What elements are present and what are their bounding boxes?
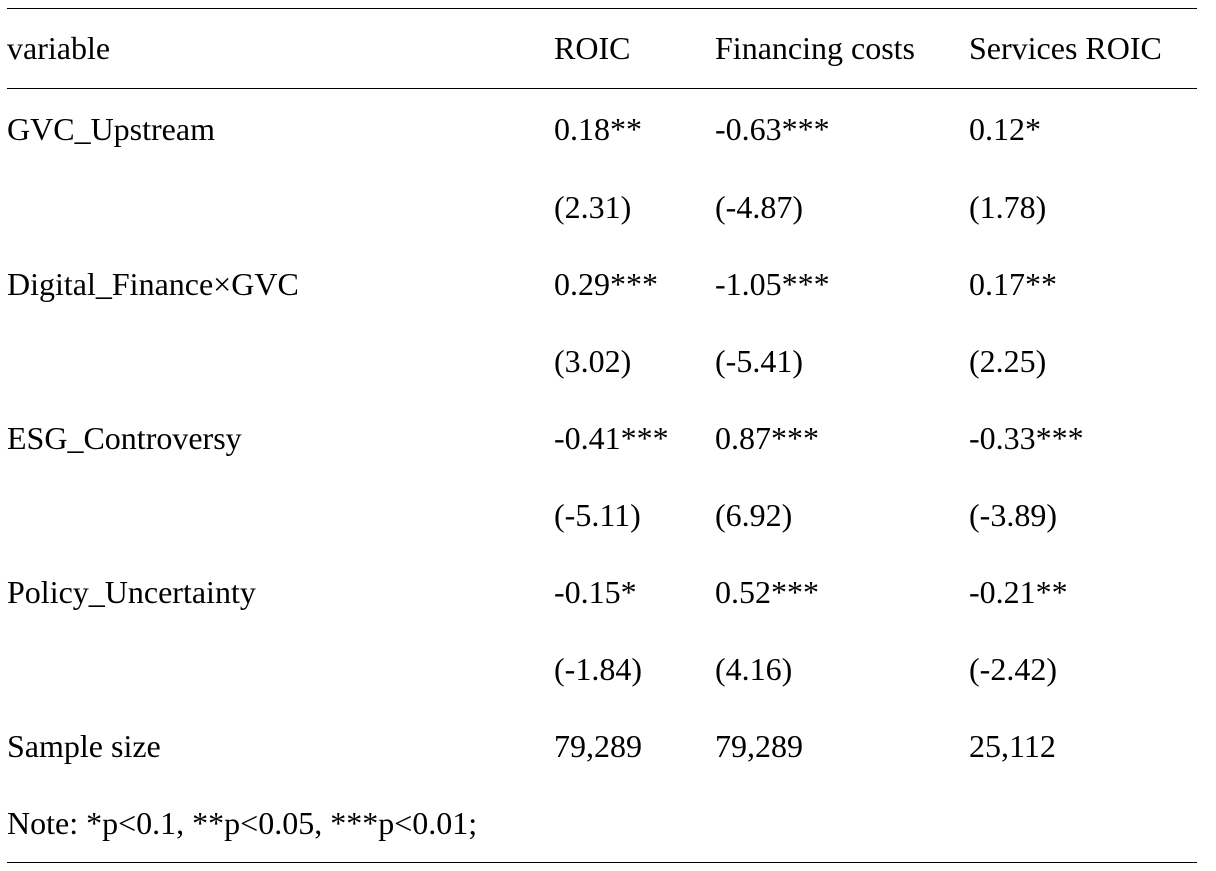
header-financing-costs: Financing costs: [715, 30, 915, 66]
row-services: (1.78): [969, 189, 1047, 225]
header-services-roic: Services ROIC: [969, 30, 1162, 66]
table-row: ESG_Controversy -0.41*** 0.87*** -0.33**…: [7, 400, 1197, 477]
top-rule: [7, 8, 1197, 9]
row-roic: 0.29***: [554, 266, 658, 302]
row-financing: -0.63***: [715, 110, 830, 147]
row-variable: Policy_Uncertainty: [7, 574, 256, 610]
row-roic: -0.15*: [554, 574, 637, 610]
row-roic: (-5.11): [554, 497, 641, 533]
header-rule: [7, 88, 1197, 89]
table-row: (3.02) (-5.41) (2.25): [7, 323, 1197, 400]
row-variable: Sample size: [7, 728, 161, 764]
row-roic: 0.18**: [554, 110, 642, 147]
row-financing: 0.87***: [715, 420, 819, 456]
row-financing: (4.16): [715, 651, 793, 687]
row-roic: 79,289: [554, 728, 642, 764]
row-financing: (-5.41): [715, 343, 803, 379]
header-roic: ROIC: [554, 30, 631, 66]
row-services: 25,112: [969, 728, 1056, 764]
row-services: (-3.89): [969, 497, 1057, 533]
table-row: (-5.11) (6.92) (-3.89): [7, 477, 1197, 554]
bottom-rule: [7, 862, 1197, 863]
table-note: Note: *p<0.1, **p<0.05, ***p<0.01;: [7, 805, 478, 841]
row-financing: (-4.87): [715, 189, 803, 225]
table-row: Sample size 79,289 79,289 25,112: [7, 708, 1197, 785]
table-note-row: Note: *p<0.1, **p<0.05, ***p<0.01;: [7, 785, 1197, 862]
row-services: (-2.42): [969, 651, 1057, 687]
table-row: (-1.84) (4.16) (-2.42): [7, 631, 1197, 708]
regression-table: variable ROIC Financing costs Services R…: [7, 8, 1197, 863]
row-financing: 0.52***: [715, 574, 819, 610]
row-services: 0.17**: [969, 266, 1057, 302]
row-roic: (-1.84): [554, 651, 642, 687]
table-row: Digital_Finance×GVC 0.29*** -1.05*** 0.1…: [7, 246, 1197, 323]
row-financing: 79,289: [715, 728, 803, 764]
row-financing: (6.92): [715, 497, 793, 533]
table-row: GVC_Upstream 0.18** -0.63*** 0.12*: [7, 89, 1197, 169]
row-services: -0.33***: [969, 420, 1084, 456]
table-row: Policy_Uncertainty -0.15* 0.52*** -0.21*…: [7, 554, 1197, 631]
row-roic: (2.31): [554, 189, 632, 225]
row-variable: Digital_Finance×GVC: [7, 266, 299, 302]
header-variable: variable: [7, 30, 111, 66]
row-variable: ESG_Controversy: [7, 420, 242, 456]
row-services: 0.12*: [969, 110, 1041, 147]
row-services: (2.25): [969, 343, 1047, 379]
table-header-row: variable ROIC Financing costs Services R…: [7, 9, 1197, 88]
row-roic: (3.02): [554, 343, 632, 379]
table-row: (2.31) (-4.87) (1.78): [7, 169, 1197, 246]
row-roic: -0.41***: [554, 420, 669, 456]
row-variable: GVC_Upstream: [7, 110, 215, 147]
row-services: -0.21**: [969, 574, 1068, 610]
row-financing: -1.05***: [715, 266, 830, 302]
